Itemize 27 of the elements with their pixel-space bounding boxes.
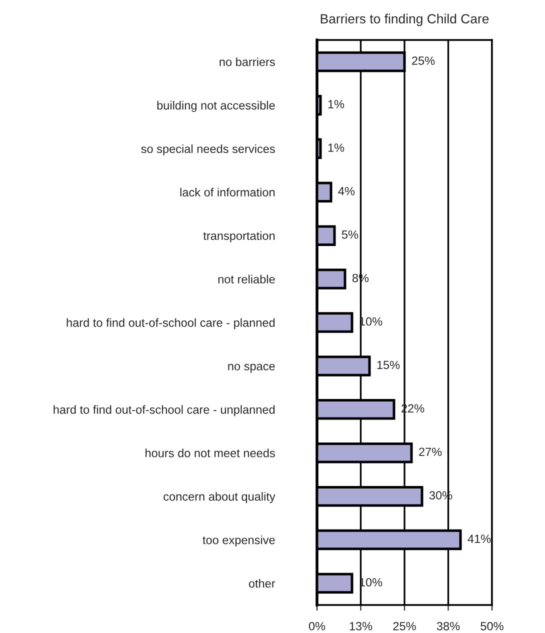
y-tick-label: hard to find out-of-school care - planned xyxy=(66,318,275,330)
data-label: 25% xyxy=(412,56,435,65)
y-tick-label: transportation xyxy=(203,231,275,242)
data-label: 4% xyxy=(338,186,355,196)
data-label: 1% xyxy=(328,144,344,152)
data-label: 1% xyxy=(328,100,344,108)
chart-title: Barriers to finding Child Care xyxy=(320,14,489,26)
data-label: 5% xyxy=(342,230,358,239)
data-label: 41% xyxy=(468,534,491,543)
y-tick-label: no space xyxy=(228,364,275,373)
x-tick-label: 38% xyxy=(436,622,460,630)
y-tick-label: no barriers xyxy=(220,57,275,66)
y-tick-label: too expensive xyxy=(202,536,275,547)
y-tick-label: building not accessible xyxy=(157,100,275,112)
y-tick-label: other xyxy=(248,578,276,588)
x-tick-label: 25% xyxy=(393,622,416,630)
data-label: 27% xyxy=(419,448,442,456)
x-tick-label: 50% xyxy=(480,622,504,630)
y-tick-label: concern about quality xyxy=(164,492,276,504)
y-tick-label: so special needs services xyxy=(141,144,275,156)
y-tick-label: hours do not meet needs xyxy=(146,448,275,458)
x-tick-label: 13% xyxy=(350,622,372,630)
x-tick-label: 0% xyxy=(308,622,326,630)
data-label: 15% xyxy=(377,360,400,370)
y-tick-label: not reliable xyxy=(218,274,275,284)
y-tick-label: hard to find out-of-school care - unplanned xyxy=(54,405,275,416)
y-tick-label: lack of information xyxy=(180,188,275,197)
